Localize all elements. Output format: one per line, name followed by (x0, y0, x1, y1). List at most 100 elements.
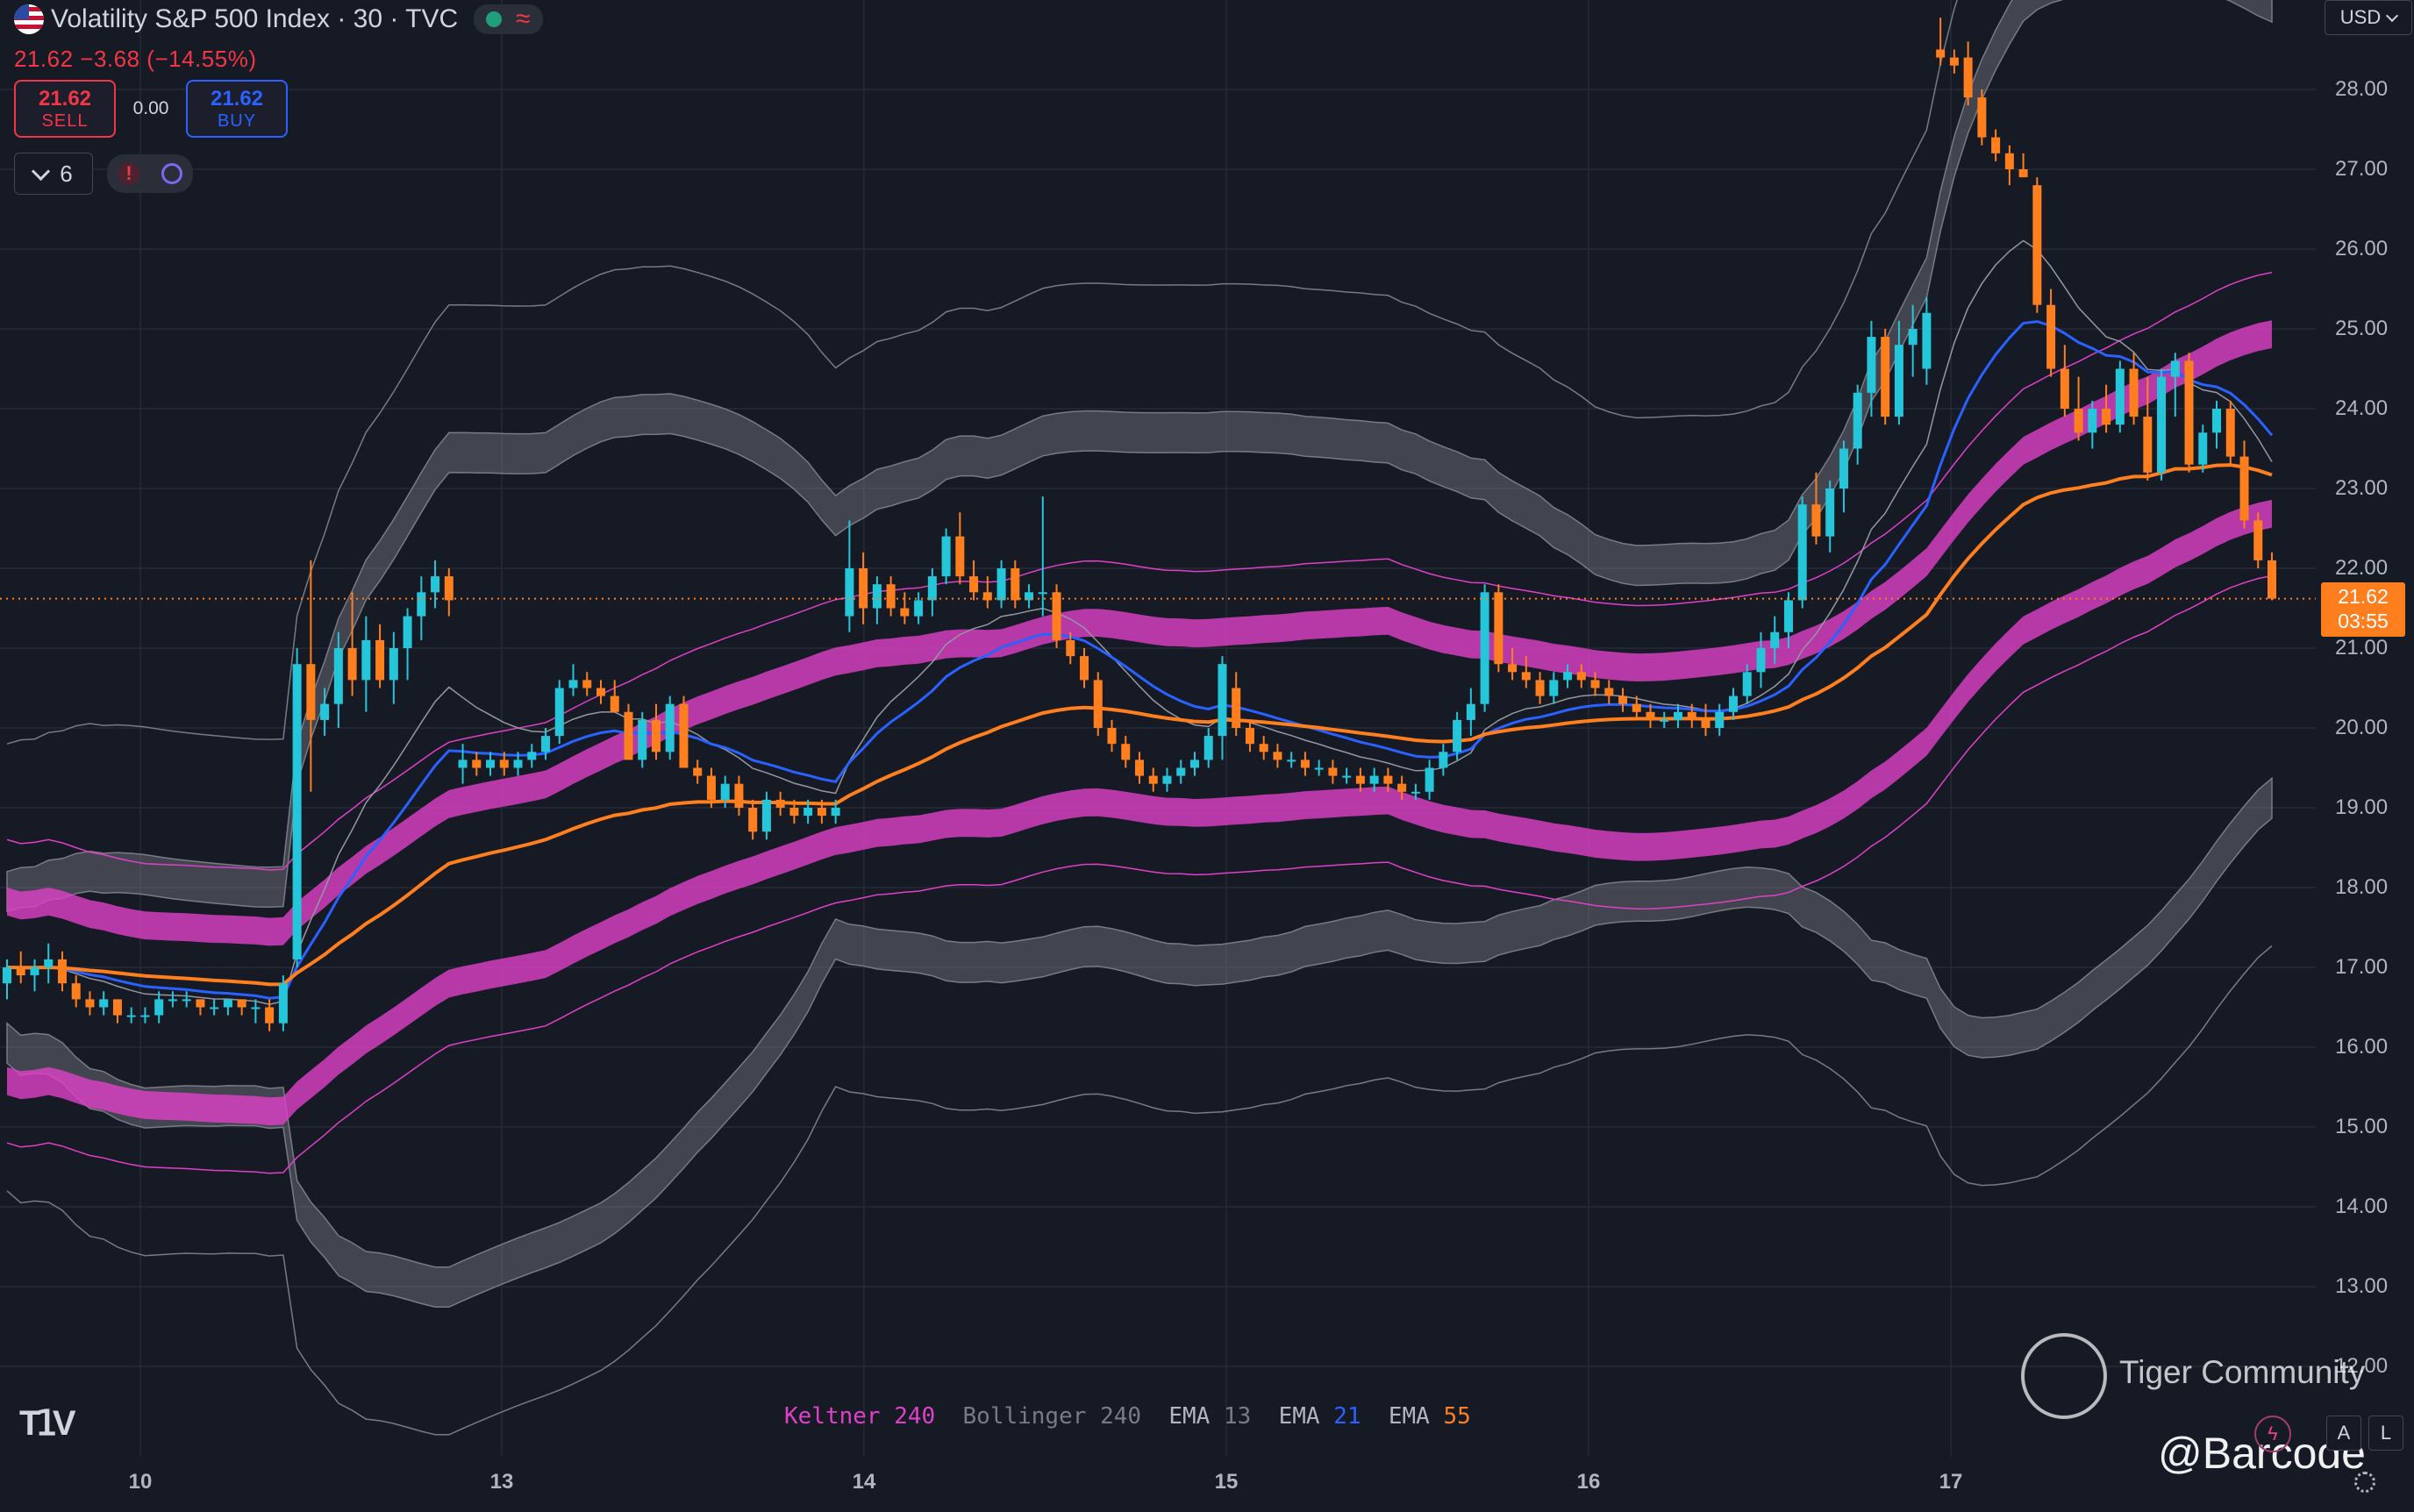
candle-body (1687, 711, 1696, 720)
candle-body (1674, 711, 1683, 720)
candle-body (1453, 719, 1462, 752)
candle-body (886, 584, 896, 609)
price-axis-label: 26.00 (2335, 237, 2389, 260)
market-open-icon (486, 11, 503, 27)
tiger-logo-icon (2021, 1333, 2107, 1419)
price-axis-label: 18.00 (2335, 875, 2389, 899)
ema-55-line (6, 463, 2273, 987)
candle-body (292, 664, 302, 959)
candle-body (431, 576, 440, 593)
candle-body (610, 695, 619, 712)
candle-body (638, 719, 647, 760)
keltner-lower-band (7, 499, 2272, 1126)
candle-body (403, 616, 412, 648)
indicator-value: 240 (1100, 1403, 1169, 1430)
keltner-upper-band (7, 320, 2272, 946)
auto-scale-button[interactable]: A (2326, 1416, 2361, 1451)
candle-body (1715, 711, 1725, 728)
buy-button[interactable]: 21.62 BUY (186, 80, 288, 138)
candle-body (1632, 703, 1641, 712)
spread-value: 0.00 (132, 98, 169, 118)
candle-body (831, 808, 840, 817)
candle-body (1383, 775, 1393, 784)
symbol-legend: Volatility S&P 500 Index · 30 · TVC ≈ 21… (14, 4, 543, 73)
candlestick-series (3, 18, 2276, 1031)
candle-body (1232, 688, 1241, 728)
chevron-down-icon (2386, 9, 2399, 23)
candle-body (2253, 520, 2263, 560)
candle-body (499, 760, 509, 768)
candle-body (1549, 680, 1559, 696)
price-axis-label: 25.00 (2335, 317, 2389, 340)
candle-body (541, 736, 551, 752)
candle-body (845, 568, 854, 617)
market-status-pill[interactable]: ≈ (474, 4, 543, 34)
candle-body (3, 967, 11, 984)
candle-body (1728, 695, 1738, 712)
candle-body (1508, 664, 1518, 673)
buy-price: 21.62 (210, 86, 264, 111)
candle-body (375, 639, 385, 681)
candle-body (1066, 639, 1075, 657)
indicator-toolbar: 6 ! (14, 153, 193, 195)
candle-body (969, 576, 979, 593)
time-axis-label: 15 (1214, 1470, 1239, 1494)
candle-body (30, 967, 39, 976)
candle-body (872, 584, 882, 609)
indicator-value: 21 (1333, 1403, 1389, 1430)
candle-body (720, 783, 730, 800)
candle-body (1287, 760, 1296, 762)
gear-icon[interactable] (2354, 1472, 2375, 1493)
candle-body (458, 760, 468, 768)
candle-body (1148, 775, 1158, 784)
sync-icon[interactable] (161, 163, 182, 184)
indicators-collapse-button[interactable]: 6 (14, 153, 93, 195)
candle-body (1011, 568, 1020, 601)
indicator-legend[interactable]: Keltner 240 Bollinger 240 EMA 13 EMA 21 … (784, 1403, 1498, 1430)
indicator-name: EMA (1388, 1403, 1444, 1430)
candle-body (1881, 337, 1890, 417)
price-axis-label: 24.00 (2335, 396, 2389, 420)
alert-pill[interactable]: ! (107, 154, 193, 193)
candle-body (1189, 760, 1199, 768)
candle-body (2004, 153, 2014, 169)
candle-body (2225, 409, 2235, 457)
candle-body (1425, 767, 1434, 792)
bollinger-upper-band (6, 0, 2273, 913)
current-price-tag: 21.62 03:55 (2321, 582, 2405, 637)
candle-body (1328, 767, 1338, 776)
log-scale-button[interactable]: L (2368, 1416, 2403, 1451)
sell-button[interactable]: 21.62 SELL (14, 80, 116, 138)
indicator-name: Bollinger (962, 1403, 1101, 1430)
candle-body (265, 1007, 275, 1023)
indicator-count: 6 (60, 160, 73, 187)
candle-body (2198, 432, 2208, 465)
candle-body (71, 983, 81, 1000)
candle-body (803, 808, 813, 817)
current-price-value: 21.62 (2338, 585, 2389, 608)
price-axis-label: 13.00 (2335, 1274, 2389, 1298)
tradingview-logo[interactable]: T𝟣V (19, 1404, 76, 1443)
time-axis-label: 16 (1576, 1470, 1601, 1494)
candle-body (554, 688, 564, 737)
candle-body (2170, 360, 2180, 377)
candle-body (1894, 345, 1903, 417)
candle-body (44, 959, 54, 967)
candle-body (1563, 672, 1573, 681)
price-axis-label: 14.00 (2335, 1195, 2389, 1218)
candle-body (761, 799, 771, 832)
candle-body (1259, 744, 1268, 752)
price-axis-label: 20.00 (2335, 716, 2389, 739)
bolt-icon[interactable]: ϟ (2254, 1416, 2291, 1452)
symbol-title[interactable]: Volatility S&P 500 Index · 30 · TVC (51, 4, 459, 33)
candle-body (2115, 368, 2125, 425)
price-axis-label: 12.00 (2335, 1354, 2389, 1378)
chart-grid (0, 0, 2316, 1456)
candle-body (2129, 368, 2139, 417)
candle-body (1590, 680, 1600, 688)
candle-body (1991, 137, 2001, 153)
candle-body (444, 576, 454, 601)
warning-icon[interactable]: ! (118, 162, 140, 185)
currency-button[interactable]: USD (2325, 0, 2412, 35)
